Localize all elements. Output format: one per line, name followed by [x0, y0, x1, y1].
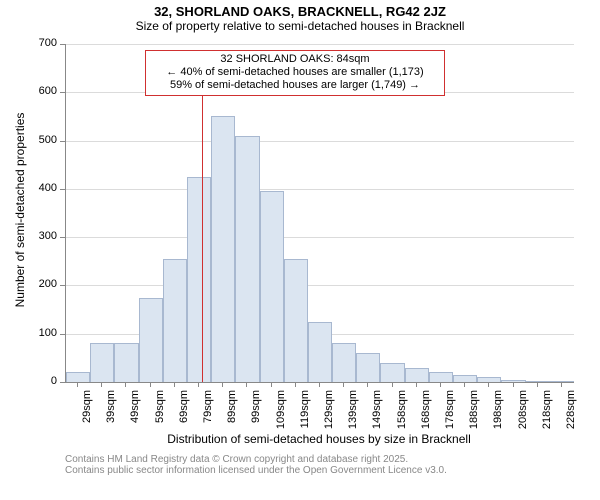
- histogram-bar: [66, 372, 90, 382]
- histogram-bar: [90, 343, 114, 382]
- histogram-bar: [405, 368, 429, 382]
- x-tick-label: 69sqm: [178, 390, 190, 438]
- annotation-line2: ← 40% of semi-detached houses are smalle…: [150, 66, 440, 79]
- x-tick-label: 59sqm: [154, 390, 166, 438]
- y-tick-label: 100: [17, 327, 57, 339]
- histogram-bar: [187, 177, 211, 382]
- footer: Contains HM Land Registry data © Crown c…: [65, 454, 447, 476]
- histogram-bar: [550, 381, 574, 382]
- x-tick-label: 188sqm: [468, 390, 480, 438]
- y-axis-label: Number of semi-detached properties: [13, 70, 27, 350]
- histogram-bar: [308, 322, 332, 382]
- x-tick-label: 79sqm: [202, 390, 214, 438]
- histogram-bar: [114, 343, 138, 382]
- x-tick-label: 39sqm: [105, 390, 117, 438]
- annotation-box: 32 SHORLAND OAKS: 84sqm ← 40% of semi-de…: [145, 50, 445, 96]
- x-tick-label: 149sqm: [371, 390, 383, 438]
- x-tick-label: 119sqm: [299, 390, 311, 438]
- histogram-bar: [501, 380, 525, 382]
- y-tick-label: 700: [17, 37, 57, 49]
- histogram-bar: [211, 116, 235, 382]
- y-tick-label: 200: [17, 278, 57, 290]
- x-tick-label: 168sqm: [420, 390, 432, 438]
- histogram-bar: [453, 375, 477, 382]
- x-tick-label: 139sqm: [347, 390, 359, 438]
- histogram-bar: [429, 372, 453, 382]
- histogram-bar: [260, 191, 284, 382]
- y-tick-label: 600: [17, 85, 57, 97]
- histogram-bar: [163, 259, 187, 382]
- x-tick-label: 89sqm: [226, 390, 238, 438]
- x-tick-label: 228sqm: [565, 390, 577, 438]
- chart-container: 32, SHORLAND OAKS, BRACKNELL, RG42 2JZ S…: [0, 0, 600, 500]
- x-tick-label: 198sqm: [492, 390, 504, 438]
- x-tick-label: 129sqm: [323, 390, 335, 438]
- x-tick-label: 29sqm: [81, 390, 93, 438]
- x-tick-label: 99sqm: [250, 390, 262, 438]
- x-tick-label: 208sqm: [517, 390, 529, 438]
- x-tick-label: 158sqm: [396, 390, 408, 438]
- histogram-bar: [235, 136, 259, 382]
- y-tick-label: 0: [17, 375, 57, 387]
- histogram-bar: [356, 353, 380, 382]
- x-tick-label: 49sqm: [129, 390, 141, 438]
- histogram-bar: [139, 298, 163, 383]
- x-tick-label: 109sqm: [275, 390, 287, 438]
- chart-subtitle: Size of property relative to semi-detach…: [0, 19, 600, 33]
- histogram-bar: [380, 363, 404, 382]
- annotation-line3: 59% of semi-detached houses are larger (…: [150, 79, 440, 92]
- footer-line1: Contains HM Land Registry data © Crown c…: [65, 454, 447, 465]
- annotation-line1: 32 SHORLAND OAKS: 84sqm: [150, 53, 440, 66]
- x-tick-label: 218sqm: [541, 390, 553, 438]
- y-tick-label: 500: [17, 134, 57, 146]
- histogram-bar: [477, 377, 501, 382]
- reference-line: [202, 68, 203, 382]
- y-tick-label: 300: [17, 230, 57, 242]
- histogram-bar: [332, 343, 356, 382]
- footer-line2: Contains public sector information licen…: [65, 465, 447, 476]
- chart-title: 32, SHORLAND OAKS, BRACKNELL, RG42 2JZ: [0, 0, 600, 19]
- histogram-bar: [284, 259, 308, 382]
- x-tick-label: 178sqm: [444, 390, 456, 438]
- histogram-bar: [526, 381, 550, 382]
- y-tick-label: 400: [17, 182, 57, 194]
